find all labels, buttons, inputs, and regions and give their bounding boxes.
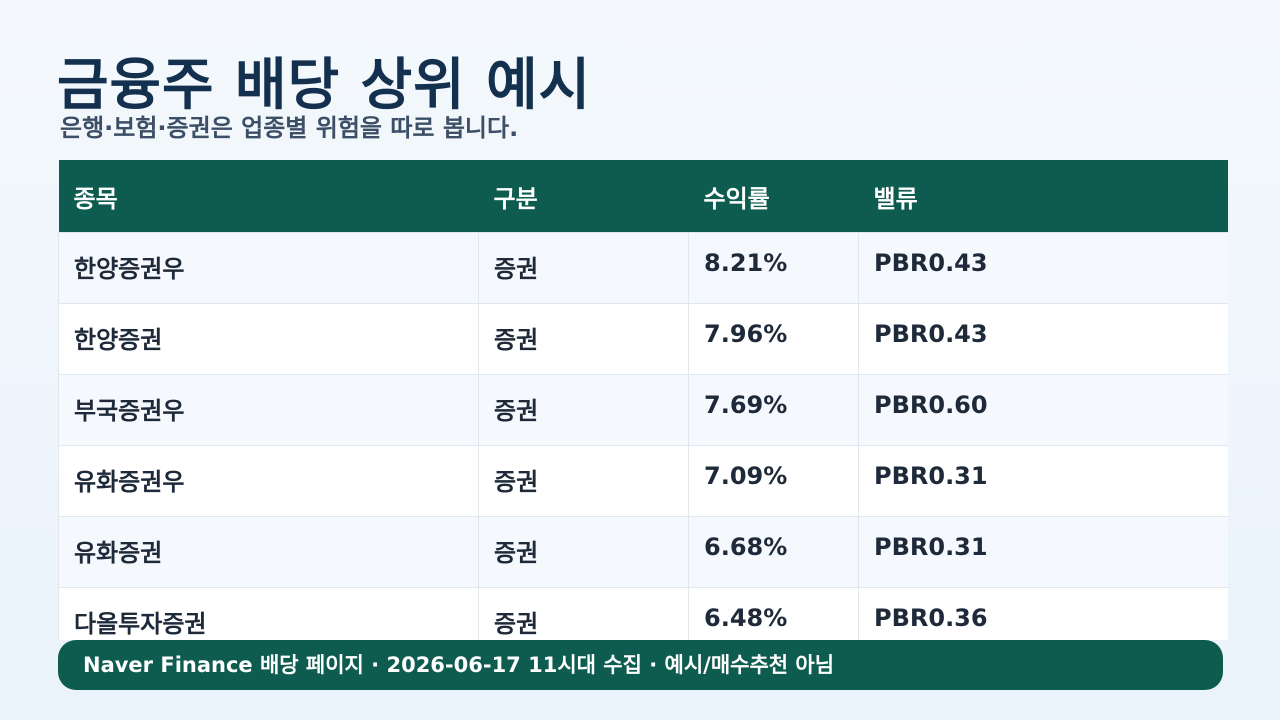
cell: 유화증권우 [58, 445, 479, 517]
footer: Naver Finance 배당 페이지 · 2026-06-17 11시대 수… [58, 640, 1223, 690]
cell: 다올투자증권 [58, 587, 479, 640]
cell: 증권 [478, 374, 689, 446]
cell: 8.21% [688, 232, 859, 304]
table-wrap: 종목 구분 수익률 밸류 한양증권우 증권 8.21% PBR0.43 한양증권 증권 7.96%… [58, 160, 1228, 640]
table-row: 한양증권우 증권 8.21% PBR0.43 [58, 232, 1228, 304]
column-header: 수익률 [688, 160, 859, 233]
cell: 증권 [478, 516, 689, 588]
cell: 증권 [478, 587, 689, 640]
cell: 7.96% [688, 303, 859, 375]
cell: PBR0.43 [858, 232, 1228, 304]
cell: PBR0.43 [858, 303, 1228, 375]
table-row: 다올투자증권 증권 6.48% PBR0.36 [58, 587, 1228, 640]
table-row: 유화증권 증권 6.68% PBR0.31 [58, 516, 1228, 588]
cell: 유화증권 [58, 516, 479, 588]
cell: 7.69% [688, 374, 859, 446]
cell: PBR0.31 [858, 445, 1228, 517]
cell: 증권 [478, 303, 689, 375]
subtitle: 은행·보험·증권은 업종별 위험을 따로 봅니다. [60, 114, 519, 142]
cell: 6.48% [688, 587, 859, 640]
table-row: 한양증권 증권 7.96% PBR0.43 [58, 303, 1228, 375]
column-header: 밸류 [858, 160, 1228, 233]
cell: PBR0.60 [858, 374, 1228, 446]
column-header: 종목 [58, 160, 479, 233]
title: 금융주 배당 상위 예시 [57, 53, 592, 118]
cell: 증권 [478, 445, 689, 517]
cell: 한양증권우 [58, 232, 479, 304]
cell: 한양증권 [58, 303, 479, 375]
cell: 증권 [478, 232, 689, 304]
cell: 부국증권우 [58, 374, 479, 446]
column-header: 구분 [478, 160, 689, 233]
cell: 7.09% [688, 445, 859, 517]
table-row: 부국증권우 증권 7.69% PBR0.60 [58, 374, 1228, 446]
header-row: 종목 구분 수익률 밸류 [58, 160, 1228, 233]
cell: PBR0.31 [858, 516, 1228, 588]
table: 종목 구분 수익률 밸류 한양증권우 증권 8.21% PBR0.43 한양증권 증권 7.96%… [58, 160, 1228, 640]
cell: 6.68% [688, 516, 859, 588]
table-row: 유화증권우 증권 7.09% PBR0.31 [58, 445, 1228, 517]
cell: PBR0.36 [858, 587, 1228, 640]
table-body: 한양증권우 증권 8.21% PBR0.43 한양증권 증권 7.96% PBR0.43 부국증… [58, 232, 1228, 640]
